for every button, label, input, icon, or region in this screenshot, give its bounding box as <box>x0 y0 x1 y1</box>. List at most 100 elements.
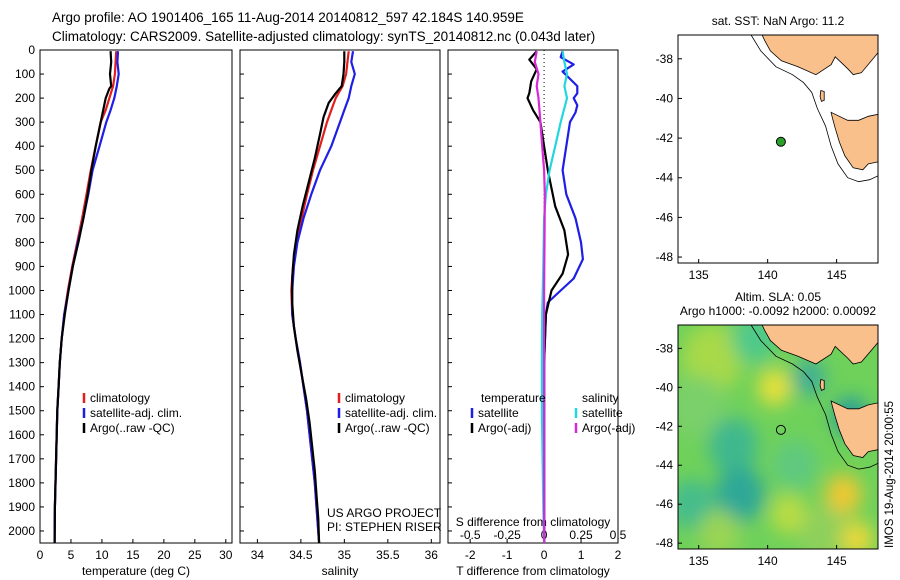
s-diff-tick-label: -0.25 <box>493 528 521 542</box>
legend-label-argo-adj: Argo(-adj) <box>582 421 635 435</box>
x-tick-label: 34 <box>251 548 265 562</box>
coastline-king-island <box>819 378 825 391</box>
x-tick-label: 0 <box>541 548 548 562</box>
project-label: US ARGO PROJECT <box>327 506 442 520</box>
map-x-tick-label: 140 <box>758 268 778 282</box>
legend-label-climatology: climatology <box>345 391 405 405</box>
map-x-tick-label: 145 <box>827 554 847 568</box>
series-line-argo-raw-qc <box>53 51 113 543</box>
map-frame <box>677 324 879 550</box>
y-tick-label: 400 <box>15 139 35 153</box>
x-tick-label: 30 <box>219 548 233 562</box>
series-line-argo-raw-qc <box>291 51 346 543</box>
map-y-tick-label: -48 <box>656 250 674 264</box>
sst-map-title: sat. SST: NaN Argo: 11.2 <box>712 14 845 28</box>
salinity-panel: 34 34.5 35 35.5 36 salinity climatologysatelli… <box>239 49 442 578</box>
y-tick-label: 1800 <box>8 476 35 490</box>
y-tick-label: 100 <box>15 67 35 81</box>
x-tick-label: 2 <box>615 548 622 562</box>
y-tick-label: 800 <box>15 235 35 249</box>
x-tick-label: 10 <box>95 548 109 562</box>
y-tick-label: 200 <box>15 91 35 105</box>
temperature-panel: 0 5 10 15 20 25 30 temperature (deg C) 0 100 200 30… <box>8 43 233 578</box>
map-y-tick-label: -42 <box>656 419 674 433</box>
x-axis-label: T difference from climatology <box>456 564 610 578</box>
x-tick-label: 34.5 <box>289 548 313 562</box>
legend-label-argo-raw-qc: Argo(..raw -QC) <box>345 421 430 435</box>
y-tick-label: 300 <box>15 115 35 129</box>
sla-blob <box>678 479 714 530</box>
legend-label-satellite: satellite <box>582 406 623 420</box>
s-diff-tick-label: 0.25 <box>569 528 593 542</box>
s-diff-tick-label: 0.5 <box>610 528 627 542</box>
x-tick-label: 15 <box>126 548 140 562</box>
series-group <box>290 51 356 543</box>
sla-blob <box>682 325 743 393</box>
y-tick-label: 700 <box>15 211 35 225</box>
x-tick-label: 0 <box>37 548 44 562</box>
plot-frame <box>39 49 233 544</box>
y-tick-label: 1700 <box>8 452 35 466</box>
sla-blob <box>825 474 862 515</box>
sla-blob <box>773 440 818 491</box>
figure-title-line1: Argo profile: AO 1901406_165 11-Aug-2014… <box>52 10 524 25</box>
sla-blob <box>792 358 826 397</box>
y-tick-label: 1900 <box>8 500 35 514</box>
series-line-salinity-argo-adj <box>533 51 546 543</box>
y-tick-label: 600 <box>15 187 35 201</box>
x-tick-label: 5 <box>68 548 75 562</box>
y-tick-label: 1100 <box>9 308 35 322</box>
legend-title-salinity: salinity <box>582 391 619 405</box>
sst-map-panel: sat. SST: NaN Argo: 11.2 135 140 145 -38 -40 -… <box>656 14 879 282</box>
x-tick-label: 1 <box>578 548 585 562</box>
legend-label-argo-adj: Argo(-adj) <box>478 421 531 435</box>
legend-label-satellite-adj-clim: satellite-adj. clim. <box>90 406 182 420</box>
sla-blob <box>770 493 807 535</box>
series-group <box>53 51 120 543</box>
map-x-tick-label: 140 <box>758 554 778 568</box>
y-tick-label: 0 <box>28 43 35 57</box>
coastline-mainland <box>678 325 878 365</box>
sla-blob <box>678 375 727 438</box>
argo-position-marker <box>775 424 786 435</box>
x-tick-label: 36 <box>425 548 439 562</box>
map-y-tick-label: -46 <box>656 497 674 511</box>
y-tick-label: 500 <box>15 163 35 177</box>
legend-title-temperature: temperature <box>481 391 546 405</box>
y-tick-label: 1000 <box>8 283 35 297</box>
s-diff-tick-label: -0.5 <box>460 528 481 542</box>
legend-label-climatology: climatology <box>90 391 150 405</box>
x-axis-label: salinity <box>322 564 359 578</box>
plot-frame <box>239 49 441 544</box>
sla-blob <box>708 417 758 474</box>
map-y-tick-label: -42 <box>656 131 674 145</box>
series-line-temperature-argo-adj <box>526 50 570 543</box>
map-content <box>678 325 878 549</box>
y-tick-label: 1400 <box>8 380 35 394</box>
x-tick-label: 35.5 <box>376 548 400 562</box>
legend-label-satellite-adj-clim: satellite-adj. clim. <box>345 406 437 420</box>
coastline-king-island <box>819 89 825 102</box>
map-y-tick-label: -44 <box>656 458 674 472</box>
sla-map-title-line2: Argo h1000: -0.0092 h2000: 0.00092 <box>680 304 876 318</box>
legend-label-argo-raw-qc: Argo(..raw -QC) <box>90 421 175 435</box>
sla-blob <box>731 325 776 364</box>
map-y-tick-label: -44 <box>656 171 674 185</box>
series-group <box>526 50 584 543</box>
map-x-tick-label: 145 <box>827 268 847 282</box>
sla-blob <box>698 510 741 549</box>
coastline-tasmania <box>830 400 878 458</box>
legend-label-satellite: satellite <box>478 406 519 420</box>
shelf-contour <box>750 35 878 183</box>
sla-blob <box>798 505 848 549</box>
s-diff-axis-label: S difference from climatology <box>456 515 611 529</box>
sla-map-title-line1: Altim. SLA: 0.05 <box>735 290 821 304</box>
y-tick-label: 1300 <box>8 356 35 370</box>
x-axis-label: temperature (deg C) <box>82 564 190 578</box>
x-tick-label: -1 <box>502 548 513 562</box>
x-tick-label: 25 <box>188 548 202 562</box>
figure-title-line2: Climatology: CARS2009. Satellite-adjuste… <box>52 29 596 44</box>
shelf-contour <box>750 325 878 470</box>
